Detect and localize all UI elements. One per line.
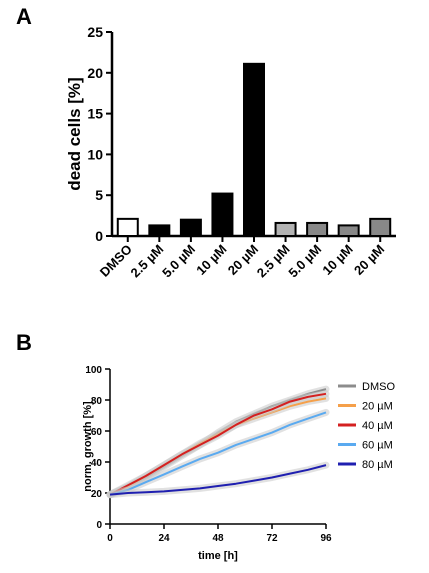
bar	[369, 217, 392, 237]
growth-line-chart: 0 20 40 60 80 100 0 24 48 72 96 norm. growth [%] tim…	[82, 365, 395, 562]
x-tick-label: 48	[212, 533, 224, 544]
legend-label: 80 µM	[362, 459, 393, 471]
bar	[211, 192, 234, 237]
y-tick-label: 20	[91, 489, 103, 500]
bar	[243, 62, 265, 237]
bar	[337, 224, 360, 237]
bar	[148, 224, 171, 237]
legend-label: DMSO	[362, 381, 395, 393]
x-tick-label: 2.5 µM	[128, 242, 167, 281]
x-tick-label: 20 µM	[351, 242, 387, 278]
y-tick-label: 0	[96, 520, 102, 531]
y-tick-label: 60	[91, 427, 103, 438]
bar	[306, 221, 329, 237]
x-tick-label: 24	[158, 533, 170, 544]
y-tick-label: 15	[87, 106, 103, 122]
x-tick-label: 96	[320, 533, 332, 544]
x-tick-label: 10 µM	[193, 242, 229, 278]
y-tick-label: 25	[87, 24, 103, 40]
y-tick-label: 5	[95, 187, 103, 203]
y-axis-title: norm. growth [%]	[82, 401, 94, 492]
series-error-band	[106, 390, 330, 499]
panel-label-b: B	[16, 330, 32, 355]
y-tick-label: 20	[87, 65, 103, 81]
legend-label: 40 µM	[362, 420, 393, 432]
bar	[274, 221, 297, 237]
y-tick-label: 40	[91, 458, 103, 469]
x-tick-label: 10 µM	[319, 242, 355, 278]
x-tick-label: 5.0 µM	[285, 242, 324, 281]
x-tick-label: 0	[107, 533, 113, 544]
y-tick-label: 80	[91, 396, 103, 407]
x-tick-label: 72	[266, 533, 278, 544]
y-tick-label: 100	[85, 365, 102, 376]
x-tick-label: DMSO	[97, 242, 135, 280]
x-tick-label: 5.0 µM	[159, 242, 198, 281]
bar	[179, 218, 202, 237]
series-line	[109, 411, 327, 496]
series-line	[109, 464, 327, 496]
x-axis-title: time [h]	[198, 550, 238, 562]
bar	[116, 217, 139, 237]
legend-label: 20 µM	[362, 401, 393, 413]
y-axis-title: dead cells [%]	[65, 77, 84, 190]
y-tick-label: 0	[95, 228, 103, 244]
x-tick-label: 2.5 µM	[254, 242, 293, 281]
y-tick-label: 10	[87, 146, 103, 162]
legend-label: 60 µM	[362, 440, 393, 452]
series-line	[109, 392, 327, 496]
panel-label-a: A	[16, 4, 32, 29]
